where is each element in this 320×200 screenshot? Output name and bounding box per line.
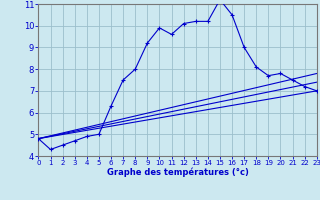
X-axis label: Graphe des températures (°c): Graphe des températures (°c): [107, 168, 249, 177]
